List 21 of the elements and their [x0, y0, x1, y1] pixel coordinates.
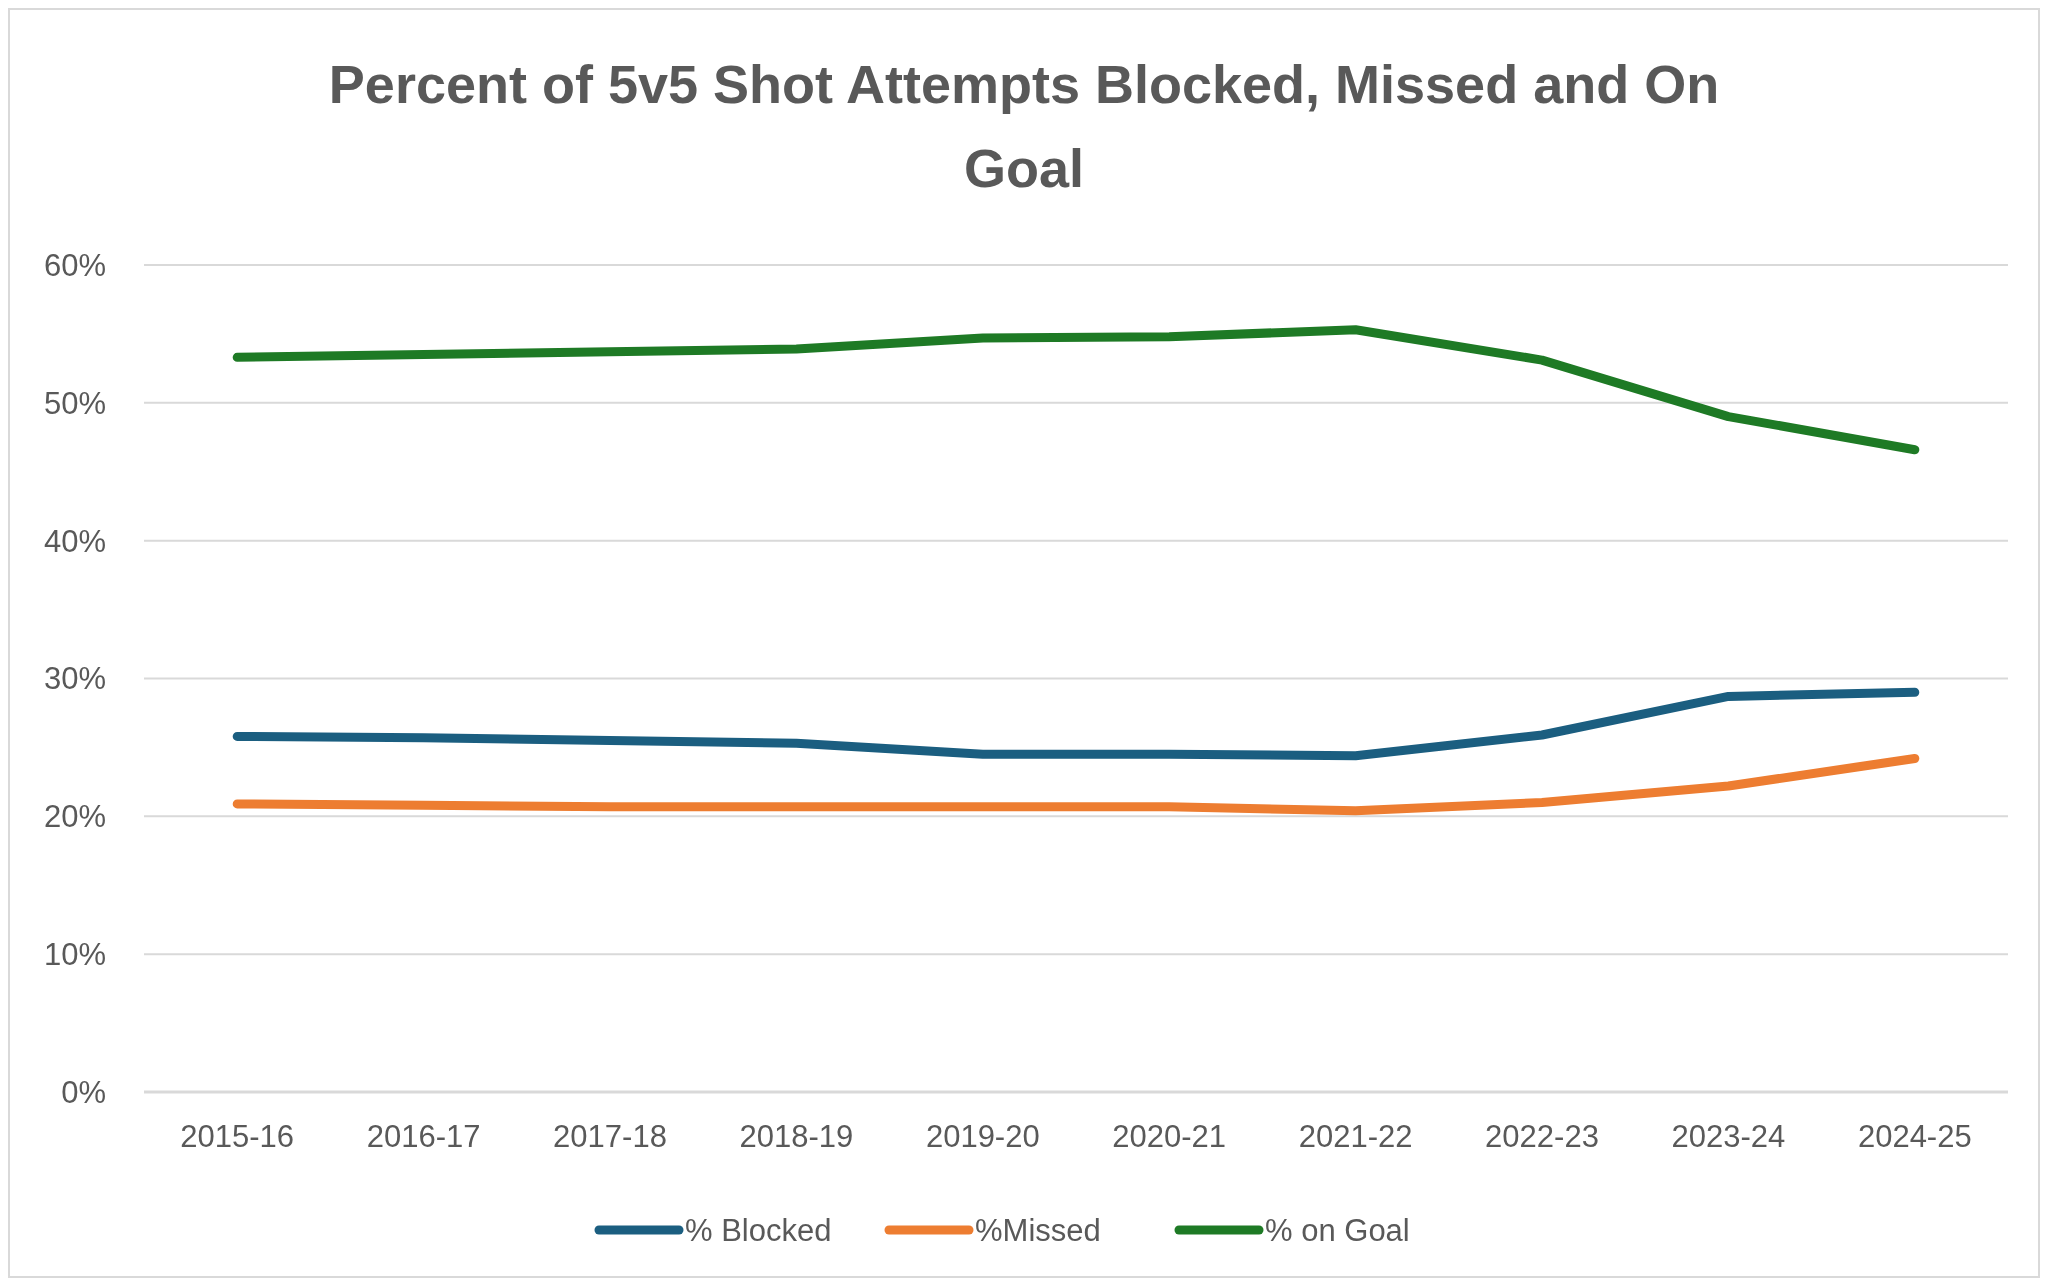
legend-label: % on Goal: [1265, 1212, 1410, 1248]
x-tick-label: 2018-19: [739, 1119, 854, 1154]
x-tick-label: 2020-21: [1112, 1119, 1227, 1154]
legend-label: %Missed: [975, 1212, 1101, 1248]
y-tick-label: 60%: [43, 247, 106, 283]
x-tick-label: 2019-20: [925, 1119, 1040, 1154]
x-tick-label: 2015-16: [180, 1119, 295, 1154]
x-tick-label: 2022-23: [1485, 1119, 1599, 1154]
y-tick-label: 20%: [43, 799, 106, 835]
x-tick-label: 2023-24: [1671, 1119, 1786, 1154]
y-tick-label: 50%: [43, 385, 106, 421]
y-tick-label: 40%: [43, 523, 106, 559]
x-tick-label: 2021-22: [1298, 1119, 1413, 1154]
chart-title: Percent of 5v5 Shot Attempts Blocked, Missed and On Goal: [328, 54, 1720, 198]
x-tick-label: 2024-25: [1857, 1119, 1972, 1154]
legend-label: % Blocked: [685, 1212, 832, 1248]
y-tick-label: 10%: [43, 937, 106, 973]
y-tick-label: 30%: [43, 661, 106, 697]
x-tick-label: 2017-18: [553, 1119, 667, 1154]
x-tick-label: 2016-17: [366, 1119, 481, 1154]
y-tick-label: 0%: [61, 1074, 106, 1110]
